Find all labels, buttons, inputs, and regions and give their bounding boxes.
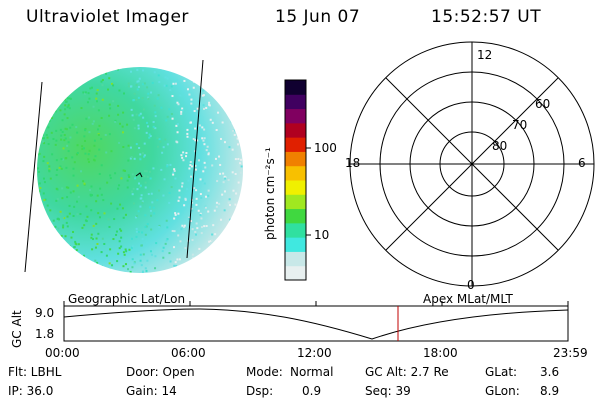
footer-mode-label: Mode: bbox=[246, 365, 283, 379]
footer-glon-label: GLon: bbox=[485, 384, 520, 398]
footer-glat-value: 3.6 bbox=[540, 365, 560, 379]
timeline-tick-2: 12:00 bbox=[297, 346, 332, 360]
timeline-tick-1: 06:00 bbox=[171, 346, 206, 360]
app-title: Ultraviolet Imager bbox=[26, 7, 189, 27]
timeline-tick-0: 00:00 bbox=[45, 346, 80, 360]
footer-dsp-value: 0.9 bbox=[302, 384, 322, 398]
colorbar-cell bbox=[285, 137, 306, 152]
footer-dsp-label: Dsp: bbox=[246, 384, 274, 398]
colorbar-cell bbox=[285, 237, 306, 252]
colorbar-cell bbox=[285, 222, 306, 238]
timeline-tick-4: 23:59 bbox=[553, 346, 588, 360]
footer-glat-label: GLat: bbox=[485, 365, 518, 379]
colorbar-cell bbox=[285, 108, 306, 124]
footer-door: Door: Open bbox=[126, 365, 195, 379]
cursor-mark bbox=[135, 172, 143, 178]
footer-gc-alt: GC Alt: 2.7 Re bbox=[365, 365, 449, 379]
colorbar-cell bbox=[285, 208, 306, 224]
colorbar-cell bbox=[285, 94, 306, 110]
colorbar-cell bbox=[285, 151, 306, 167]
timeline-left-label: Geographic Lat/Lon bbox=[68, 292, 186, 306]
colorbar-cell bbox=[285, 165, 306, 181]
footer-ip: IP: 36.0 bbox=[8, 384, 54, 398]
colorbar-cell bbox=[285, 122, 306, 138]
time-label: 15:52:57 UT bbox=[431, 7, 542, 27]
footer-mode-value: Normal bbox=[290, 365, 334, 379]
timeline-ybottom: 1.8 bbox=[35, 327, 55, 341]
date-label: 15 Jun 07 bbox=[275, 7, 361, 27]
polar-label-18: 18 bbox=[345, 156, 361, 170]
footer-gain: Gain: 14 bbox=[126, 384, 177, 398]
colorbar-cell bbox=[285, 251, 306, 267]
colorbar-tick-100: 100 bbox=[314, 141, 337, 155]
colorbar-cell bbox=[285, 194, 306, 210]
altitude-curve bbox=[63, 308, 569, 340]
timeline-tick-3: 18:00 bbox=[423, 346, 458, 360]
footer-glon-value: 8.9 bbox=[540, 384, 560, 398]
colorbar bbox=[284, 79, 311, 281]
colorbar-tick-10: 10 bbox=[314, 228, 330, 242]
polar-label-0: 0 bbox=[467, 278, 475, 292]
colorbar-cell bbox=[285, 180, 306, 195]
limb-line-right bbox=[186, 59, 204, 259]
polar-label-12: 12 bbox=[477, 48, 493, 62]
timeline-ytop: 9.0 bbox=[35, 306, 55, 320]
footer-filter: Flt: LBHL bbox=[8, 365, 62, 379]
polar-ring-80: 80 bbox=[492, 139, 508, 153]
polar-ring-60: 60 bbox=[535, 97, 551, 111]
limb-line-left bbox=[24, 81, 43, 273]
footer-seq: Seq: 39 bbox=[365, 384, 411, 398]
polar-label-6: 6 bbox=[578, 156, 586, 170]
colorbar-cell bbox=[285, 80, 306, 95]
timeline-right-label: Apex MLat/MLT bbox=[423, 292, 513, 306]
colorbar-cell bbox=[285, 265, 306, 281]
polar-ring-70: 70 bbox=[512, 118, 528, 132]
